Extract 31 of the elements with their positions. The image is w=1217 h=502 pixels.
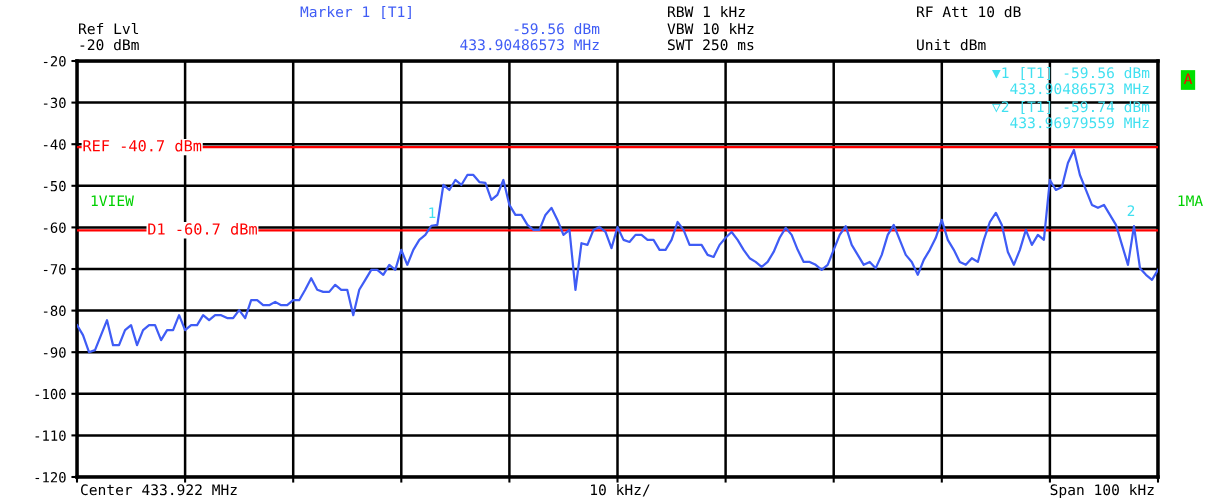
text: 1MA [1178, 195, 1203, 207]
y-tick-label: -110 [35, 430, 66, 441]
text: 433.90486573 MHz [460, 39, 599, 51]
y-tick-label: -100 [35, 388, 66, 400]
text: -59.56 dBm [514, 22, 600, 35]
y-tick-label: -60 [43, 222, 66, 233]
text: Span 100 kHz [1050, 483, 1154, 499]
text: RBW 1 kHz [668, 5, 745, 18]
text: -20 dBm [80, 38, 139, 51]
annotation: 1 [429, 207, 436, 219]
text: VBW 10 kHz [667, 22, 754, 35]
y-tick-label: -90 [43, 347, 66, 358]
annotation: 2 [1127, 205, 1135, 217]
text: Center 433.922 MHz [80, 484, 237, 496]
text: 10 kHz/ [591, 483, 650, 497]
text: Unit dBm [917, 38, 986, 51]
text: A [1183, 73, 1193, 85]
y-tick-label: -40 [43, 139, 66, 150]
y-tick-label: -20 [43, 56, 66, 67]
y-tick-label: -120 [35, 472, 66, 483]
text: Ref Lvl [79, 22, 139, 35]
y-tick-label: -30 [43, 97, 66, 109]
text: RF Att 10 dB [917, 5, 1021, 18]
text: Marker 1 [T1] [300, 5, 411, 19]
annotation: 1VIEW [91, 195, 134, 207]
y-tick-label: -70 [43, 264, 66, 275]
ref-line-label: REF -40.7 dBm [83, 139, 202, 152]
text: SWT 250 ms [667, 39, 754, 51]
ref-line-label: D1 -60.7 dBm [148, 222, 257, 235]
y-tick-label: -50 [43, 180, 66, 192]
y-tick-label: -80 [43, 305, 66, 317]
